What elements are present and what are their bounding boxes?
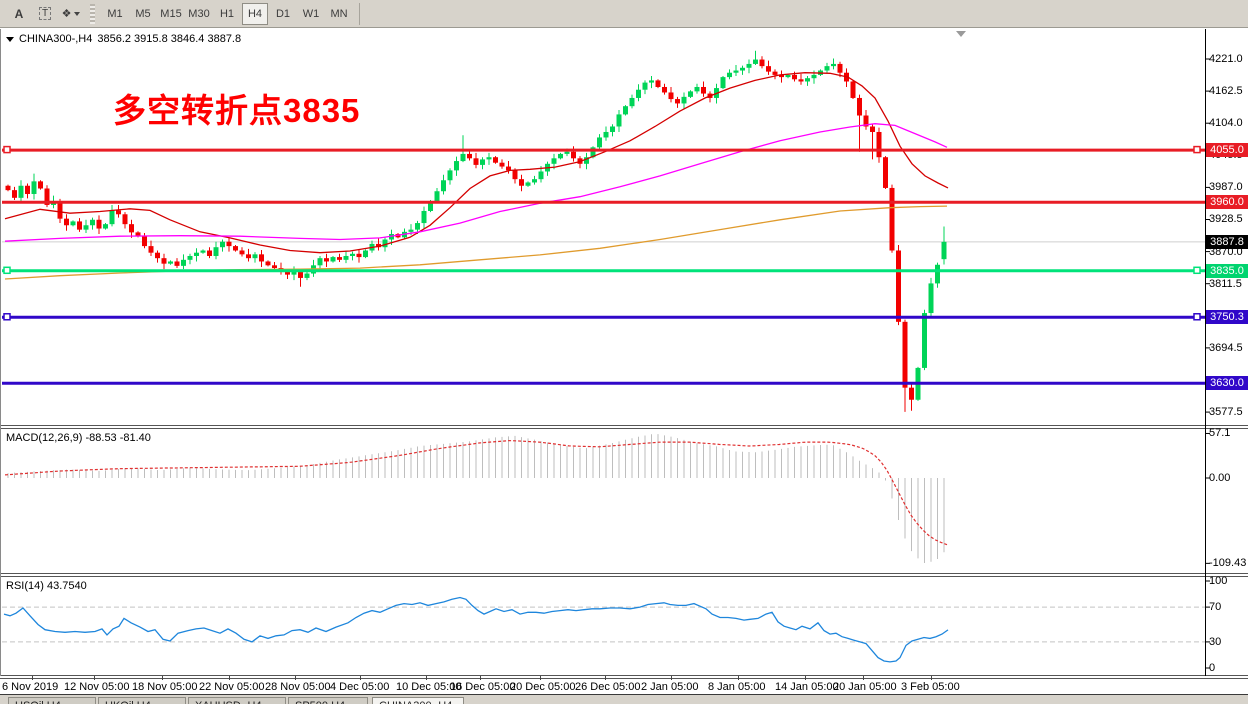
- price-chart-canvas[interactable]: [0, 29, 1248, 425]
- date-tick-mark: [605, 676, 606, 680]
- date-label: 20 Dec 05:00: [510, 681, 576, 693]
- chart-left-border: [0, 29, 1, 676]
- price-tick-label: 3811.5: [1209, 277, 1242, 290]
- price-tick-label: 3577.5: [1209, 406, 1243, 419]
- timeframe-h4-button[interactable]: H4: [242, 2, 268, 25]
- macd-tick-label: 0.00: [1209, 472, 1231, 484]
- date-label: 14 Jan 05:00: [775, 681, 839, 693]
- date-label: 2 Jan 05:00: [641, 681, 699, 693]
- chart-header: CHINA300-,H4 3856.2 3915.8 3846.4 3887.8: [6, 33, 241, 45]
- price-axis-line: [1205, 29, 1206, 676]
- chart-tab[interactable]: SP500,H4: [288, 697, 368, 704]
- rsi-tick-label: 30: [1209, 635, 1222, 648]
- date-tick-mark: [863, 676, 864, 680]
- date-label: 16 Dec 05:00: [450, 681, 516, 693]
- macd-tick-label: 57.1: [1209, 427, 1231, 440]
- chart-tab[interactable]: USOil,H4: [8, 697, 96, 704]
- date-label: 22 Nov 05:00: [199, 681, 265, 693]
- objects-icon: ❖: [61, 8, 72, 20]
- timeframe-m15-button[interactable]: M15: [160, 7, 182, 20]
- date-tick-mark: [32, 676, 33, 680]
- price-line-label: 3750.3: [1206, 310, 1248, 325]
- timeframe-w1-button[interactable]: W1: [302, 7, 320, 20]
- date-tick-mark: [229, 676, 230, 680]
- price-line-label: 3835.0: [1206, 263, 1248, 278]
- date-label: 28 Nov 05:00: [265, 681, 331, 693]
- timeframe-m5-button[interactable]: M5: [135, 7, 151, 20]
- symbol-and-period: CHINA300-,H4: [19, 33, 93, 45]
- date-tick-mark: [295, 676, 296, 680]
- date-tick-mark: [540, 676, 541, 680]
- timeframe-d1-button[interactable]: D1: [275, 7, 291, 20]
- date-tick-mark: [671, 676, 672, 680]
- date-tick-mark: [738, 676, 739, 680]
- price-tick-label: 3928.5: [1209, 213, 1243, 226]
- date-tick-mark: [360, 676, 361, 680]
- date-label: 4 Dec 05:00: [330, 681, 390, 693]
- objects-tool-button[interactable]: ❖: [59, 3, 83, 25]
- toolbar: A T ❖ M1 M5 M15 M30 H1 H4 D1 W1 MN: [0, 0, 1248, 28]
- price-line-label: 3887.8: [1206, 234, 1248, 249]
- macd-label: MACD(12,26,9) -88.53 -81.40: [6, 432, 151, 444]
- macd-indicator-canvas[interactable]: [0, 429, 1248, 573]
- date-tick-mark: [931, 676, 932, 680]
- rsi-tick-label: 0: [1209, 662, 1216, 674]
- toolbar-grip[interactable]: [90, 3, 95, 24]
- date-tick-mark: [94, 676, 95, 680]
- chevron-down-icon: [74, 11, 81, 16]
- macd-tick-label: -109.43: [1209, 557, 1247, 570]
- date-tick-mark: [162, 676, 163, 680]
- date-tick-mark: [426, 676, 427, 680]
- date-label: 6 Nov 2019: [2, 681, 59, 693]
- textbox-icon: T: [38, 7, 52, 20]
- panel-splitter-rsi[interactable]: [0, 573, 1248, 577]
- price-tick-label: 4221.0: [1209, 53, 1243, 65]
- chart-tab[interactable]: XAUUSD-,H4: [188, 697, 286, 704]
- price-line-label: 3630.0: [1206, 376, 1248, 391]
- rsi-label: RSI(14) 43.7540: [6, 580, 87, 592]
- price-tick-label: 3694.5: [1209, 341, 1243, 354]
- timeframe-mn-button[interactable]: MN: [330, 7, 348, 20]
- timeframe-m30-button[interactable]: M30: [188, 7, 210, 20]
- date-label: 10 Dec 05:00: [396, 681, 462, 693]
- price-tick-label: 3987.0: [1209, 181, 1243, 194]
- chart-shift-marker-icon[interactable]: [956, 31, 966, 37]
- rsi-tick-label: 70: [1209, 601, 1222, 614]
- rsi-indicator-canvas[interactable]: [0, 577, 1248, 675]
- timeframe-m1-button[interactable]: M1: [107, 7, 123, 20]
- text-box-tool-button[interactable]: T: [33, 3, 57, 25]
- date-label: 8 Jan 05:00: [708, 681, 766, 693]
- timeframe-h1-button[interactable]: H1: [219, 7, 235, 20]
- chart-tab-bar: USOil,H4 UKOil,H4 XAUUSD-,H4 SP500,H4 CH…: [0, 694, 1248, 704]
- date-label: 12 Nov 05:00: [64, 681, 130, 693]
- ohlc-values: 3856.2 3915.8 3846.4 3887.8: [97, 33, 242, 45]
- price-line-label: 3960.0: [1206, 195, 1248, 210]
- date-label: 26 Dec 05:00: [575, 681, 641, 693]
- chart-tab-active[interactable]: CHINA300-,H4: [372, 697, 464, 704]
- symbol-dropdown-icon[interactable]: [6, 36, 14, 42]
- chart-bottom-border: [0, 675, 1248, 679]
- date-label: 18 Nov 05:00: [132, 681, 198, 693]
- date-tick-mark: [480, 676, 481, 680]
- toolbar-divider: [359, 2, 360, 25]
- date-tick-mark: [805, 676, 806, 680]
- panel-splitter-macd[interactable]: [0, 425, 1248, 429]
- price-tick-label: 4104.0: [1209, 117, 1243, 130]
- rsi-tick-label: 100: [1209, 575, 1228, 587]
- date-label: 3 Feb 05:00: [901, 681, 960, 693]
- chart-tab[interactable]: UKOil,H4: [98, 697, 186, 704]
- time-axis[interactable]: 6 Nov 2019 12 Nov 05:00 18 Nov 05:00 22 Nov…: [0, 679, 1248, 694]
- text-label-tool-button[interactable]: A: [14, 6, 24, 21]
- date-label: 20 Jan 05:00: [833, 681, 897, 693]
- price-line-label: 4055.0: [1206, 143, 1248, 158]
- price-tick-label: 4162.5: [1209, 85, 1243, 98]
- chart-annotation-text[interactable]: 多空转折点3835: [113, 92, 361, 129]
